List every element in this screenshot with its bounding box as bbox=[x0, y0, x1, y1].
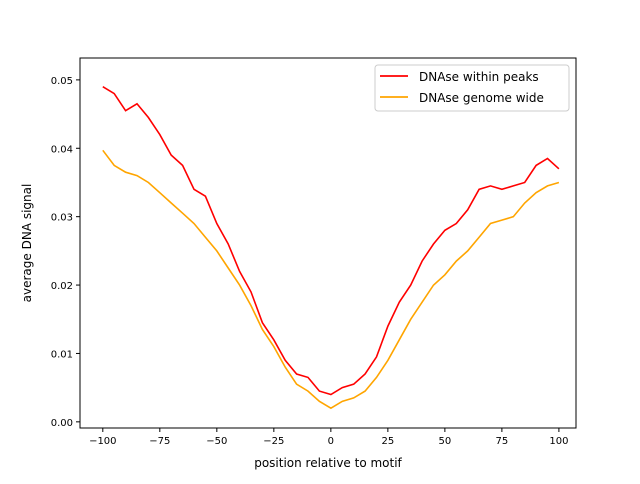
series-line-1 bbox=[102, 149, 560, 410]
legend: DNAse within peaks DNAse genome wide bbox=[374, 64, 570, 112]
x-tick-label: 100 bbox=[549, 436, 568, 447]
x-tick-label: 0 bbox=[328, 436, 334, 447]
y-tick-label: 0.03 bbox=[51, 213, 73, 224]
y-tick-label: 0.01 bbox=[51, 349, 73, 360]
series-line-0 bbox=[102, 86, 560, 396]
y-tick-label: 0.05 bbox=[51, 76, 73, 87]
y-tick-label: 0.04 bbox=[51, 144, 73, 155]
axes-frame bbox=[79, 57, 577, 429]
x-tick-label: −75 bbox=[149, 436, 170, 447]
y-axis-label: average DNA signal bbox=[20, 184, 34, 303]
x-tick-label: −100 bbox=[89, 436, 116, 447]
x-tick-label: −25 bbox=[263, 436, 284, 447]
x-tick-label: 75 bbox=[496, 436, 509, 447]
x-axis-label: position relative to motif bbox=[254, 456, 402, 470]
legend-label-genome-wide: DNAse genome wide bbox=[419, 91, 544, 105]
y-tick-label: 0.02 bbox=[51, 281, 73, 292]
legend-box bbox=[374, 64, 570, 112]
x-tick-label: 50 bbox=[439, 436, 452, 447]
x-tick-label: −50 bbox=[206, 436, 227, 447]
x-tick-label: 25 bbox=[381, 436, 394, 447]
y-tick-label: 0.00 bbox=[51, 418, 73, 429]
legend-label-within-peaks: DNAse within peaks bbox=[419, 70, 539, 84]
